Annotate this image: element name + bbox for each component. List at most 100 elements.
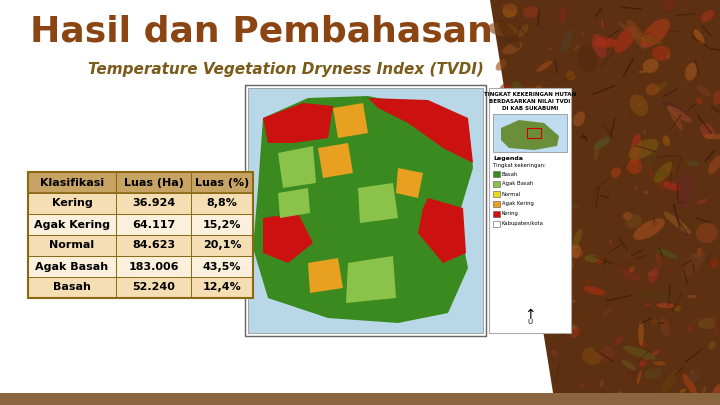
Ellipse shape [690,254,702,257]
Ellipse shape [541,127,544,135]
Ellipse shape [642,140,662,173]
Ellipse shape [614,26,636,53]
Polygon shape [333,103,368,138]
Ellipse shape [698,318,716,329]
Ellipse shape [547,169,553,177]
Text: Normal: Normal [50,241,94,251]
Ellipse shape [583,286,606,295]
Ellipse shape [498,20,521,49]
Ellipse shape [623,346,656,360]
Ellipse shape [615,337,623,345]
Bar [28,235,253,256]
Ellipse shape [572,300,575,303]
Ellipse shape [560,29,573,53]
Bar [28,193,253,214]
Bar [493,191,500,197]
Ellipse shape [554,140,562,152]
Bar [527,128,541,138]
Ellipse shape [580,382,585,389]
Ellipse shape [512,81,524,97]
Ellipse shape [590,99,594,102]
Text: ↑: ↑ [524,308,536,322]
Ellipse shape [661,370,678,396]
Ellipse shape [503,42,523,54]
Text: 64.117: 64.117 [132,220,175,230]
Ellipse shape [581,250,584,257]
Ellipse shape [621,360,636,370]
Bar [489,88,571,333]
Ellipse shape [695,190,700,194]
Text: Kering: Kering [502,211,519,217]
Ellipse shape [668,107,683,131]
Ellipse shape [634,218,665,240]
Polygon shape [346,256,396,303]
Ellipse shape [701,10,714,22]
Ellipse shape [570,327,580,338]
Ellipse shape [690,370,694,375]
Ellipse shape [697,247,702,258]
Ellipse shape [665,54,670,59]
Ellipse shape [708,156,720,174]
Ellipse shape [667,106,692,123]
Polygon shape [368,98,473,163]
Ellipse shape [665,166,672,173]
Ellipse shape [650,319,659,326]
Ellipse shape [601,20,603,29]
Ellipse shape [629,139,658,160]
Ellipse shape [637,371,642,384]
Text: Agak Basah: Agak Basah [35,262,109,271]
Bar [493,211,500,217]
Ellipse shape [523,126,543,137]
Text: DI KAB SUKABUMI: DI KAB SUKABUMI [502,106,558,111]
Ellipse shape [701,385,706,401]
Bar [493,171,500,177]
Ellipse shape [638,70,646,73]
Ellipse shape [526,85,543,117]
Ellipse shape [631,133,641,157]
Ellipse shape [655,253,662,266]
Polygon shape [501,120,559,150]
Ellipse shape [657,249,678,259]
Text: Tingkat kekeringan:: Tingkat kekeringan: [493,163,546,168]
Ellipse shape [643,130,646,134]
Polygon shape [318,143,353,178]
Ellipse shape [559,299,570,324]
Ellipse shape [654,162,673,183]
Ellipse shape [611,167,621,178]
Text: Agak Kering: Agak Kering [502,202,534,207]
Text: TINGKAT KEKERINGAN HUTAN: TINGKAT KEKERINGAN HUTAN [484,92,576,97]
Ellipse shape [683,374,697,395]
Ellipse shape [573,111,585,126]
Ellipse shape [679,388,686,393]
Ellipse shape [487,22,518,36]
Ellipse shape [627,20,647,49]
Ellipse shape [713,314,716,335]
Ellipse shape [557,144,568,151]
Ellipse shape [672,212,688,238]
Ellipse shape [631,134,642,165]
Ellipse shape [523,6,539,18]
Text: 84.623: 84.623 [132,241,175,251]
Ellipse shape [574,45,580,50]
Text: Temperature Vegetation Dryness Index (TVDI): Temperature Vegetation Dryness Index (TV… [88,62,484,77]
Ellipse shape [627,369,636,378]
Ellipse shape [600,346,614,361]
Ellipse shape [618,22,631,31]
Ellipse shape [644,368,662,379]
Ellipse shape [694,318,699,321]
Text: Normal: Normal [502,192,521,196]
Ellipse shape [682,250,706,277]
Bar [248,88,483,333]
Ellipse shape [639,361,645,367]
Ellipse shape [611,376,622,382]
Ellipse shape [577,45,598,73]
Ellipse shape [644,191,648,194]
Ellipse shape [582,347,602,365]
Ellipse shape [623,109,629,118]
Ellipse shape [556,119,570,130]
Polygon shape [308,258,343,293]
Bar [245,85,486,336]
Ellipse shape [713,91,720,106]
Ellipse shape [685,325,696,328]
Ellipse shape [585,254,600,263]
